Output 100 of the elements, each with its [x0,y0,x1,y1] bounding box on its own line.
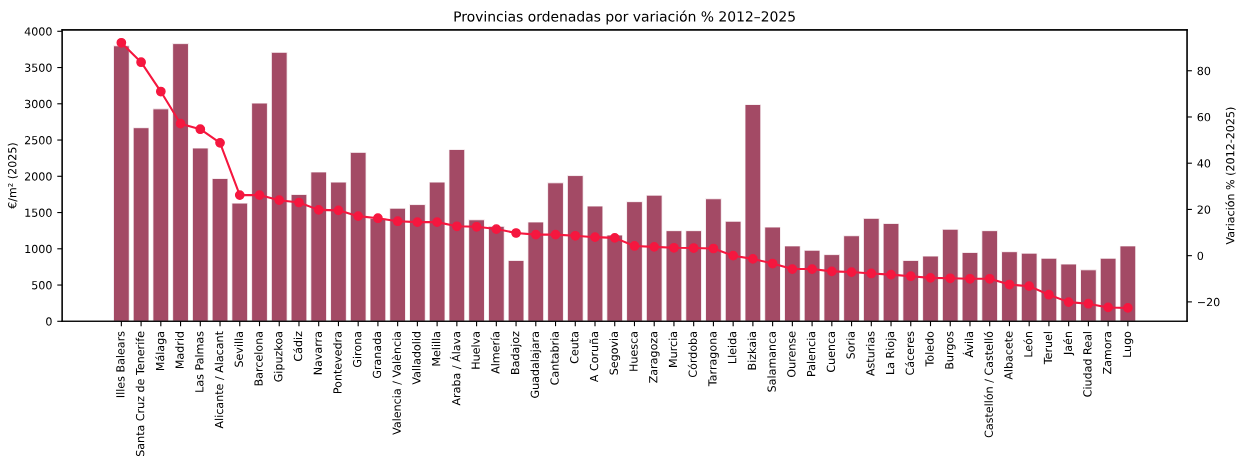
point [511,228,521,238]
y-tick-label: 1500 [25,208,52,217]
bar [389,207,406,322]
point [787,264,798,274]
bar [685,230,702,322]
bar [527,221,545,322]
y2-tick-label: 80 [1197,66,1211,76]
y-axis-title: €/m² (2025) [7,143,18,209]
point [945,273,956,284]
bar [152,108,170,322]
bar [922,255,939,322]
bar [251,102,268,322]
point [451,221,462,232]
bar [1099,257,1117,322]
point [886,269,896,280]
point [392,216,403,227]
x-tick-label: Guadalajara [530,332,542,398]
y-tick-label: 500 [32,281,52,290]
point [669,242,679,253]
bar [547,182,564,322]
point [1122,303,1133,313]
bar [1001,251,1018,322]
x-tick-label: Cádiz [293,331,303,361]
point [155,86,166,97]
y-tick-label: 3000 [25,99,52,109]
x-tick-label: Girona [352,332,362,368]
point [471,221,482,232]
point [432,217,442,228]
x-tick-label: Murcia [668,332,678,367]
x-tick-label: Sevilla [234,332,243,367]
point [826,266,837,277]
bar [290,194,308,322]
bar [803,249,821,322]
x-tick-label: Toledo [925,331,934,367]
bar [626,201,643,322]
bar [784,245,801,322]
x-tick-label: Pontevedra [333,332,342,394]
bar [724,220,742,322]
point [254,190,265,200]
x-tick-label: Almería [490,332,500,374]
y2-tick-label: 0 [1197,251,1204,261]
point [550,229,561,240]
point [1063,297,1074,307]
bar [428,181,446,322]
bar [645,194,663,322]
point [1044,289,1054,300]
x-tick-label: Córdoba [687,332,697,378]
x-tick-label: Málaga [155,332,167,371]
bar [191,147,209,322]
y-tick-label: 3500 [25,63,52,72]
y2-tick-label: −20 [1197,297,1220,307]
point [1083,298,1094,309]
point [116,37,127,48]
bar [448,149,466,322]
point [984,273,995,284]
x-tick-label: Tarragona [708,332,719,387]
point [333,205,344,216]
x-tick-label: Jaén [1063,331,1075,356]
point [175,118,186,129]
bar [172,43,189,322]
x-tick-label: Valladolid [412,332,421,385]
y-tick-label: 2500 [24,136,52,145]
point [965,273,975,284]
bar [113,45,130,322]
bar [1119,245,1137,322]
point [807,264,817,274]
x-tick-label: La Rioja [885,332,897,374]
y2-tick-label: 20 [1197,205,1211,214]
x-tick-label: Teruel [1043,332,1053,365]
point [767,258,778,269]
x-tick-label: Zamora [1103,332,1112,374]
bar [586,205,604,322]
x-tick-label: Lleida [727,332,737,363]
bar [665,230,683,322]
x-tick-label: Melilla [431,332,441,366]
x-tick-label: A Coruña [589,332,599,383]
x-tick-label: Santa Cruz de Tenerife [135,331,145,457]
bar [744,104,762,322]
point [905,271,916,282]
point [313,205,324,215]
point [688,243,699,253]
x-tick-label: Badajoz [510,331,522,374]
x-tick-label: Cáceres [904,331,914,375]
point [1004,279,1015,290]
chart-title: Provincias ordenadas por variación % 2012–2025 [454,10,795,25]
y-tick-label: 2000 [24,172,52,181]
bar [764,226,781,322]
point [353,211,364,221]
x-tick-label: Madrid [175,332,184,369]
bar [507,259,525,322]
x-tick-label: Ourense [787,331,796,378]
point [629,241,640,251]
bar [310,171,328,322]
point [1024,281,1035,292]
bar [1020,252,1038,322]
point [412,217,423,228]
point [570,230,581,241]
point [373,213,383,224]
bar [823,254,841,322]
point [866,268,877,279]
